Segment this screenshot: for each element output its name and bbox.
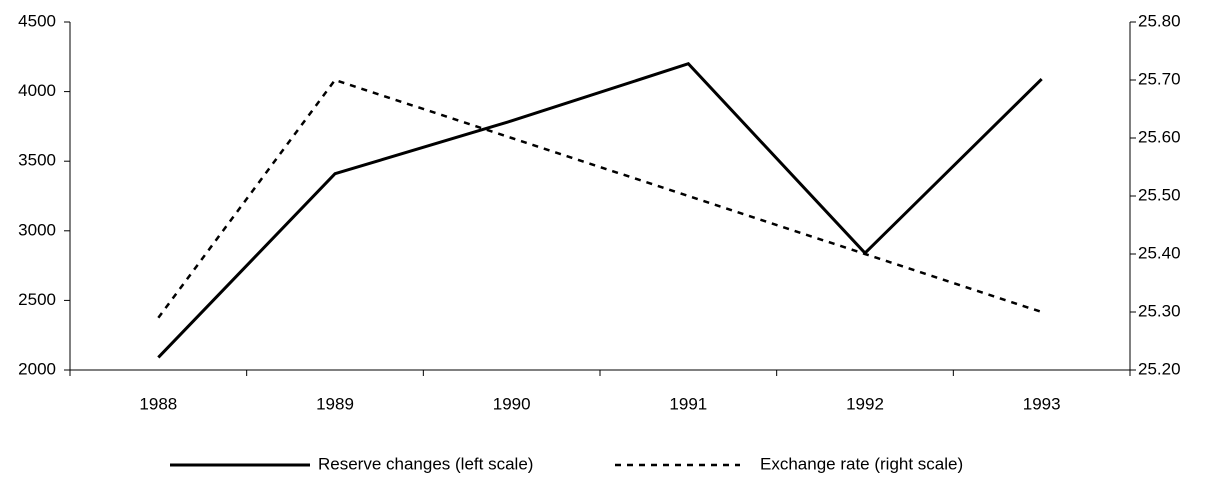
- y2-tick-label: 25.60: [1138, 127, 1181, 146]
- series-line: [157, 78, 1043, 319]
- y-tick-label: 2500: [18, 290, 56, 309]
- y2-tick-label: 25.40: [1138, 243, 1181, 262]
- legend-label: Exchange rate (right scale): [760, 454, 963, 473]
- series-line: [157, 62, 1043, 359]
- x-tick-label: 1992: [846, 394, 884, 413]
- x-tick-label: 1989: [316, 394, 354, 413]
- y2-tick-label: 25.80: [1138, 11, 1181, 30]
- legend-label: Reserve changes (left scale): [318, 454, 533, 473]
- y-tick-label: 4500: [18, 11, 56, 30]
- x-tick-label: 1990: [493, 394, 531, 413]
- y2-tick-label: 25.20: [1138, 359, 1181, 378]
- y2-tick-label: 25.30: [1138, 301, 1181, 320]
- x-tick-label: 1993: [1023, 394, 1061, 413]
- y-tick-label: 2000: [18, 359, 56, 378]
- x-tick-label: 1988: [139, 394, 177, 413]
- y2-tick-label: 25.70: [1138, 69, 1181, 88]
- x-tick-label: 1991: [669, 394, 707, 413]
- y-tick-label: 4000: [18, 81, 56, 100]
- y-tick-label: 3000: [18, 220, 56, 239]
- y2-tick-label: 25.50: [1138, 185, 1181, 204]
- y-tick-label: 3500: [18, 151, 56, 170]
